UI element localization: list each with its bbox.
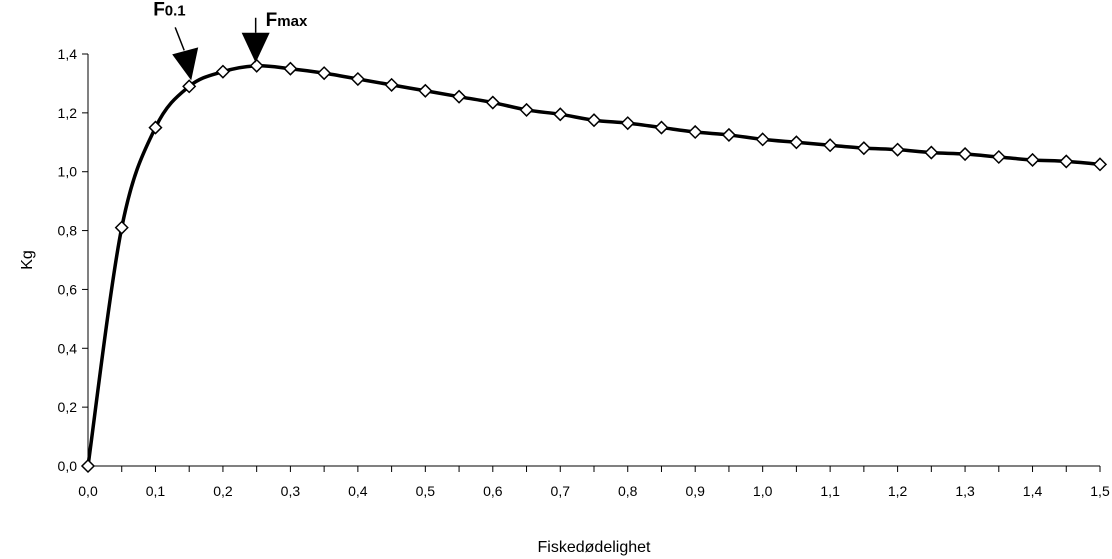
x-tick-label: 0,6 xyxy=(483,483,503,499)
y-tick-label: 0,6 xyxy=(58,281,78,297)
data-point xyxy=(890,142,905,157)
data-point xyxy=(249,58,264,73)
annotations-group: F0.1 Fmax xyxy=(153,0,308,81)
x-tick-label: 0,0 xyxy=(78,483,98,499)
fmax-arrowhead xyxy=(241,32,270,63)
data-point xyxy=(384,77,399,92)
x-axis-title: Fiskedødelighet xyxy=(538,539,652,556)
data-point xyxy=(721,127,736,142)
data-point xyxy=(485,95,500,110)
y-tick-label: 0,0 xyxy=(58,458,78,474)
data-point xyxy=(350,71,365,87)
data-point xyxy=(114,220,129,235)
data-point xyxy=(688,124,703,140)
series-group xyxy=(80,58,1108,474)
data-point xyxy=(1025,152,1040,168)
data-point xyxy=(519,102,534,117)
x-tick-label: 0,8 xyxy=(618,483,638,499)
data-point xyxy=(452,89,467,104)
x-tick-label: 0,2 xyxy=(213,483,233,499)
data-point xyxy=(755,132,770,147)
data-point xyxy=(586,113,602,128)
f01-label: F0.1 xyxy=(153,0,185,20)
data-point xyxy=(856,141,871,156)
data-point xyxy=(1059,154,1074,169)
data-point xyxy=(823,138,838,153)
y-tick-label: 0,4 xyxy=(58,340,78,356)
data-point xyxy=(789,135,804,150)
y-tick-label: 1,0 xyxy=(58,164,78,180)
data-point xyxy=(958,146,973,162)
data-point xyxy=(553,107,568,122)
x-tick-label: 1,5 xyxy=(1090,483,1110,499)
data-point xyxy=(924,145,939,160)
x-tick-label: 0,9 xyxy=(685,483,705,499)
data-point xyxy=(620,116,635,131)
data-point xyxy=(418,83,433,98)
data-point xyxy=(148,120,163,135)
data-point xyxy=(991,149,1006,165)
data-point xyxy=(654,120,669,135)
x-tick-label: 0,3 xyxy=(281,483,301,499)
x-tick-label: 1,4 xyxy=(1023,483,1043,499)
data-point xyxy=(182,79,197,94)
x-tick-label: 0,7 xyxy=(551,483,571,499)
y-tick-label: 0,8 xyxy=(58,223,78,239)
fmax-label: Fmax xyxy=(266,10,308,31)
data-point xyxy=(283,61,298,76)
y-tick-label: 0,2 xyxy=(58,399,78,415)
axes: 0,0 0,2 0,4 0,6 0,8 1,0 1,2 1,4 0,0 0,1 0,2 0,3 0,4 0… xyxy=(58,46,1110,499)
data-point xyxy=(317,66,332,81)
x-tick-label: 1,0 xyxy=(753,483,773,499)
x-tick-label: 0,4 xyxy=(348,483,368,499)
x-tick-label: 0,1 xyxy=(146,483,166,499)
x-tick-label: 1,1 xyxy=(820,483,840,499)
data-point xyxy=(80,458,96,474)
y-tick-label: 1,2 xyxy=(58,105,78,121)
x-tick-label: 1,2 xyxy=(888,483,908,499)
x-tick-label: 1,3 xyxy=(955,483,975,499)
y-axis-title: Kg xyxy=(19,250,36,270)
f01-arrow-shaft xyxy=(174,27,185,51)
f01-arrowhead xyxy=(172,47,199,81)
data-point xyxy=(1092,157,1108,172)
y-tick-label: 1,4 xyxy=(58,46,78,62)
x-tick-label: 0,5 xyxy=(416,483,436,499)
data-point xyxy=(215,64,230,79)
